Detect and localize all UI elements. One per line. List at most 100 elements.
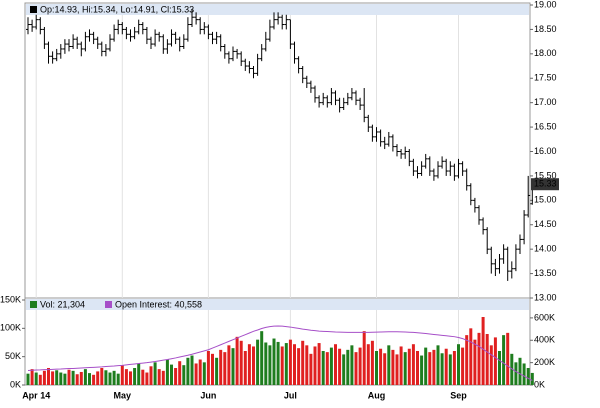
ohlc-bar [79, 41, 84, 57]
ohlc-bar [116, 19, 121, 35]
x-tick-label: Jun [200, 390, 216, 400]
volume-bar [457, 344, 460, 385]
volume-bar [288, 339, 292, 385]
volume-bar [325, 352, 329, 385]
ohlc-bar [263, 31, 268, 52]
ohlc-bar [222, 44, 227, 59]
volume-bar [502, 335, 506, 385]
ohlc-bar [206, 24, 211, 40]
volume-bar [293, 344, 296, 385]
ohlc-bar [341, 97, 346, 110]
y-tick-label: 17.00 [534, 97, 557, 107]
volume-bar [153, 362, 157, 385]
volume-bar [145, 372, 149, 385]
volume-bar [383, 353, 387, 385]
y-tick-label: 18.00 [534, 48, 557, 58]
ohlc-bar [505, 246, 510, 281]
volume-bar [297, 348, 301, 385]
volume-bar [231, 348, 235, 385]
x-tick-label: Jul [284, 390, 297, 400]
volume-bar [215, 357, 219, 385]
y-tick-label: 150K [0, 294, 21, 304]
volume-bar [59, 372, 63, 385]
volume-bar [47, 368, 50, 385]
volume-bar [178, 361, 182, 385]
ohlc-bar [411, 158, 416, 176]
ohlc-bar [407, 149, 412, 167]
volume-bar [276, 341, 280, 385]
volume-bar [198, 359, 202, 385]
ohlc-bar [390, 134, 395, 152]
ohlc-bar [497, 254, 502, 274]
volume-bar [362, 331, 366, 385]
ohlc-bar [333, 90, 338, 106]
volume-bar [301, 340, 305, 385]
volume-bar [272, 338, 276, 385]
ohlc-bar [477, 205, 481, 225]
ohlc-bar [103, 44, 108, 57]
volume-bar [440, 353, 444, 385]
ohlc-bar [481, 217, 486, 235]
volume-bar [370, 340, 374, 385]
ohlc-bar [165, 39, 170, 54]
open-interest-legend: Open Interest: 40,558 [115, 299, 202, 309]
ohlc-bar [91, 31, 96, 45]
ohlc-bar [272, 12, 276, 30]
ohlc-bar [149, 36, 153, 49]
ohlc-bar [513, 244, 518, 272]
ohlc-bar [132, 26, 137, 40]
price-panel [24, 2, 531, 299]
ohlc-bar [214, 31, 219, 45]
ohlc-bar [337, 97, 342, 113]
y2-tick-label: 200K [534, 357, 555, 367]
volume-bar [280, 346, 284, 385]
volume-bar [477, 332, 481, 385]
ohlc-bar [358, 97, 363, 110]
y-tick-label: 19.00 [534, 0, 557, 9]
volume-bar [108, 372, 112, 385]
volume-bar [498, 351, 501, 385]
volume-legend: Vol: 21,304 [40, 299, 85, 309]
ohlc-bar [124, 26, 129, 40]
y-tick-label: 16.00 [534, 146, 557, 156]
volume-bar [506, 332, 510, 385]
legend-swatch [30, 301, 37, 308]
ohlc-bar [62, 39, 67, 54]
volume-bar [379, 348, 383, 385]
volume-bar [202, 362, 206, 385]
volume-bar [165, 359, 169, 385]
ohlc-bar [202, 22, 207, 35]
ohlc-bar [317, 95, 322, 108]
volume-bar [493, 337, 497, 385]
volume-bar [223, 352, 227, 385]
ohlc-bar [382, 136, 387, 150]
volume-bar [407, 348, 411, 385]
volume-bar [211, 353, 214, 385]
legend-band [26, 4, 529, 15]
y2-tick-label: 400K [534, 335, 555, 345]
ohlc-bar [300, 66, 305, 84]
y-tick-label: 18.50 [534, 24, 557, 34]
volume-bar [88, 373, 91, 385]
volume-bar [120, 365, 124, 385]
volume-bar [481, 317, 485, 385]
volume-bar [354, 352, 358, 385]
ohlc-bar [173, 31, 178, 45]
volume-bar [350, 345, 354, 385]
last-price-box [531, 178, 559, 191]
volume-bar [260, 331, 264, 385]
ohlc-bar [403, 146, 408, 159]
volume-bar [461, 347, 465, 385]
ohlc-bar [349, 88, 354, 101]
ohlc-bar [522, 210, 527, 245]
ohlc-bar [431, 168, 436, 181]
volume-bar [416, 351, 419, 385]
volume-bar [346, 349, 350, 385]
legend-swatch [105, 301, 112, 308]
x-tick-label: May [114, 390, 132, 400]
ohlc-bar [456, 158, 461, 179]
volume-bar [375, 351, 378, 385]
ohlc-bar [112, 24, 117, 42]
ohlc-bar [46, 41, 51, 64]
ohlc-bar [448, 161, 453, 176]
